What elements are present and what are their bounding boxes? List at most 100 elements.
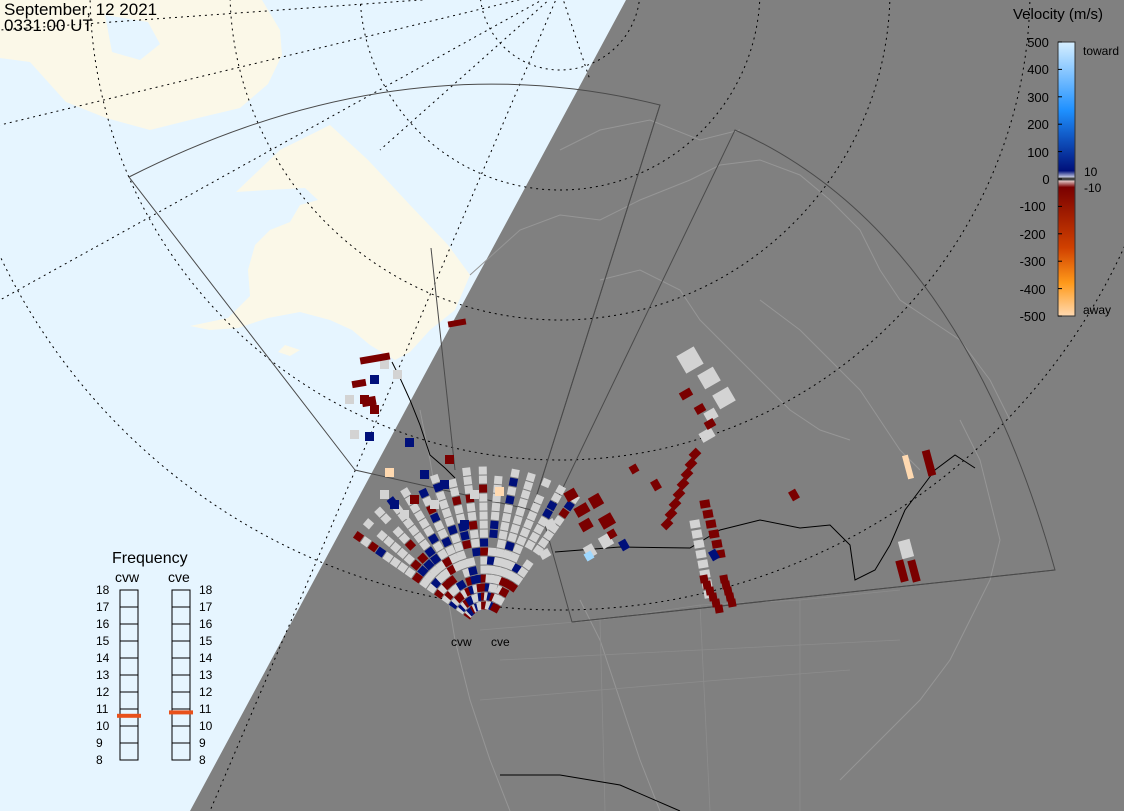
data-cell: [493, 475, 503, 485]
radar-label-cvw: cvw: [451, 635, 472, 649]
data-cell: [494, 594, 505, 606]
data-cell: [370, 405, 379, 414]
data-cell: [403, 553, 415, 565]
data-cell: [676, 346, 704, 374]
velocity-tick-label: 300: [1027, 89, 1049, 105]
velocity-tick-marks: [1058, 41, 1062, 317]
data-cell: [695, 549, 707, 559]
data-cell: [441, 556, 453, 568]
data-cell: [408, 524, 420, 537]
frequency-radar-cve: cve: [168, 569, 190, 585]
data-cell: [711, 539, 723, 549]
frequency-level-label-left: 9: [96, 736, 103, 750]
velocity-tick-label: -100: [1019, 199, 1046, 215]
data-cell: [486, 556, 496, 566]
frequency-level-label-left: 8: [96, 753, 103, 767]
frequency-radar-cvw: cvw: [115, 569, 140, 585]
data-cell: [660, 517, 674, 531]
data-cell: [389, 556, 401, 568]
data-cell: [517, 566, 529, 578]
data-cell: [506, 581, 519, 593]
data-cell: [453, 592, 466, 604]
data-cell: [463, 476, 473, 486]
data-cell: [374, 506, 386, 518]
data-cell: [383, 535, 395, 548]
data-cell: [345, 395, 354, 404]
data-cell: [705, 519, 717, 529]
data-cell: [901, 454, 915, 480]
data-cell: [462, 467, 472, 477]
data-cell: [470, 538, 480, 548]
data-cell: [522, 559, 534, 571]
data-cell: [393, 370, 402, 379]
data-cell: [510, 468, 520, 479]
data-cell: [449, 487, 460, 497]
data-cell: [523, 518, 534, 530]
data-cell: [495, 487, 504, 496]
data-cell: [445, 455, 454, 464]
data-cell: [509, 552, 520, 563]
frequency-level-label-left: 10: [96, 719, 110, 733]
radar-label-cve: cve: [491, 635, 510, 649]
data-cell: [397, 561, 409, 574]
frequency-level-label-right: 9: [199, 736, 206, 750]
data-cell: [404, 539, 417, 551]
data-cell: [587, 492, 605, 510]
data-cell: [512, 543, 524, 555]
frequency-level-label-left: 15: [96, 634, 110, 648]
data-cell: [498, 586, 510, 598]
frequency-level-label-left: 12: [96, 685, 110, 699]
data-cell: [478, 475, 488, 484]
frequency-level-label-right: 11: [199, 702, 212, 716]
nightside-region: [190, 0, 1124, 811]
data-cell: [445, 544, 456, 556]
data-cell: [441, 507, 452, 519]
data-cell: [689, 519, 701, 529]
data-cell: [429, 512, 441, 523]
timestamp-date: September, 12 2021: [4, 0, 158, 19]
data-cell: [400, 510, 409, 519]
data-cell: [455, 579, 467, 591]
data-cell: [444, 516, 455, 527]
data-cell: [351, 378, 367, 389]
data-cell: [573, 502, 591, 518]
data-cell: [488, 583, 498, 593]
data-cell: [788, 488, 800, 502]
data-cell: [487, 547, 497, 557]
data-cell: [404, 567, 416, 579]
data-cell: [555, 484, 567, 496]
data-cell: [510, 523, 521, 534]
data-cell: [538, 548, 552, 560]
data-cell: [479, 493, 488, 502]
data-cell: [469, 529, 479, 539]
data-cell: [380, 490, 389, 499]
data-cell: [523, 480, 534, 491]
data-cell: [396, 547, 409, 559]
velocity-tick-label: -500: [1019, 309, 1046, 324]
data-cell: [423, 559, 435, 571]
velocity-tick-label: 100: [1027, 144, 1049, 160]
data-cell: [440, 480, 449, 489]
data-cell: [479, 484, 488, 493]
data-cell: [460, 531, 470, 541]
data-cell: [409, 502, 421, 514]
data-cell: [684, 457, 698, 471]
data-cell: [448, 553, 460, 564]
data-cell: [530, 502, 541, 513]
data-cell: [418, 487, 430, 499]
data-cell: [405, 438, 414, 447]
data-cell: [490, 511, 500, 521]
velocity-tick-label: 0: [1042, 172, 1050, 187]
data-cell: [435, 490, 446, 502]
data-cell: [462, 539, 472, 550]
data-cell: [672, 487, 686, 501]
data-cell: [504, 541, 515, 552]
data-cell: [447, 318, 467, 328]
data-cell: [525, 472, 536, 483]
data-cell: [441, 536, 452, 548]
data-cell: [472, 547, 481, 557]
data-cell: [402, 517, 415, 529]
data-cell: [668, 497, 682, 511]
data-cell: [537, 537, 550, 549]
data-cell: [376, 529, 388, 542]
